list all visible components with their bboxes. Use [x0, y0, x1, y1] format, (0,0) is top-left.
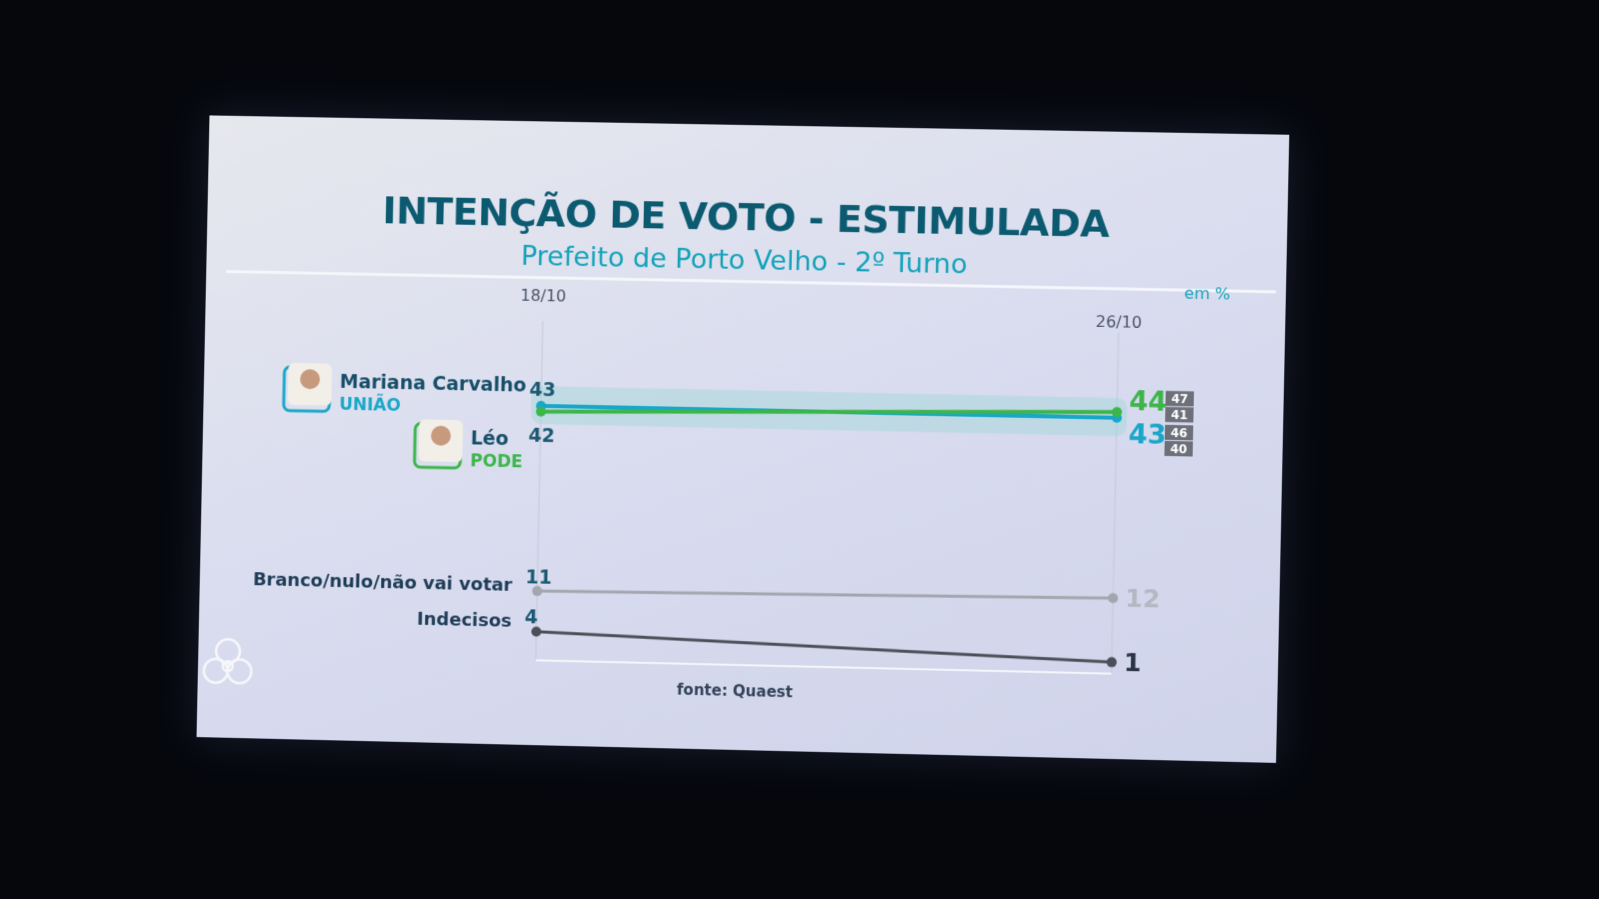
margin-of-error-value: 46: [1170, 426, 1187, 440]
start-value-label: 43: [529, 379, 556, 402]
baseline: [536, 660, 1112, 673]
data-point: [535, 406, 546, 417]
start-value-label: 11: [525, 566, 552, 589]
margin-box: [1164, 440, 1193, 457]
margin-of-error-value: 40: [1170, 442, 1187, 456]
end-value-label: 43: [1128, 419, 1166, 451]
candidate-party: PODE: [470, 450, 523, 471]
data-point: [531, 626, 542, 637]
start-value-label: 4: [524, 606, 538, 628]
tv-screen: INTENÇÃO DE VOTO - ESTIMULADA Prefeito d…: [196, 115, 1290, 763]
x-gridline: [1111, 332, 1118, 673]
candidate-name: Mariana Carvalho: [339, 371, 526, 397]
margin-box: [1165, 406, 1194, 423]
x-tick-label: 18/10: [520, 286, 566, 306]
series-label: Indecisos: [417, 609, 512, 632]
data-point: [532, 585, 543, 597]
candidate-highlight-band: [530, 385, 1128, 437]
x-tick-label: 26/10: [1095, 312, 1142, 332]
broadcaster-logo-icon: [197, 633, 258, 694]
margin-of-error-value: 41: [1171, 408, 1188, 422]
candidate-name: Léo: [470, 427, 508, 450]
data-point: [1107, 593, 1119, 604]
series-line: [536, 632, 1112, 663]
margin-of-error-value: 47: [1171, 392, 1188, 406]
end-value-label: 44: [1129, 386, 1167, 418]
data-point: [1106, 657, 1117, 668]
end-value-label: 1: [1123, 647, 1141, 677]
data-point: [1111, 406, 1123, 418]
margin-box: [1164, 424, 1194, 441]
margin-box: [1165, 390, 1194, 407]
candidate-face: [299, 369, 321, 390]
candidate-party: UNIÃO: [339, 392, 401, 415]
candidate-face: [430, 425, 452, 446]
start-value-label: 42: [528, 424, 555, 447]
series-label: Branco/nulo/não vai votar: [253, 569, 513, 596]
series-line: [537, 585, 1113, 604]
end-value-label: 12: [1125, 583, 1161, 613]
